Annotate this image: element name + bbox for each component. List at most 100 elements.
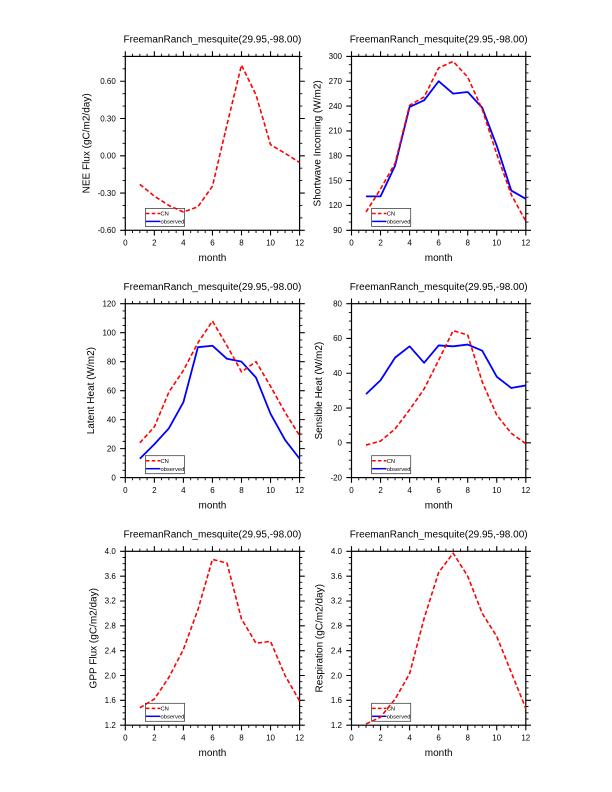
svg-text:150: 150	[329, 176, 343, 185]
svg-text:GPP Flux (gC/m2/day): GPP Flux (gC/m2/day)	[88, 588, 99, 688]
svg-text:8: 8	[465, 486, 470, 495]
svg-text:3.6: 3.6	[331, 572, 343, 581]
svg-text:40: 40	[333, 369, 342, 378]
svg-text:2: 2	[152, 239, 157, 248]
svg-text:CN: CN	[161, 707, 169, 713]
svg-text:2.4: 2.4	[105, 646, 117, 655]
svg-text:CN: CN	[387, 212, 395, 218]
svg-text:12: 12	[295, 734, 304, 743]
svg-text:0.00: 0.00	[100, 152, 116, 161]
svg-text:2: 2	[152, 486, 157, 495]
svg-text:1.2: 1.2	[331, 721, 343, 730]
svg-text:-0.30: -0.30	[98, 189, 117, 198]
svg-text:0.30: 0.30	[100, 114, 116, 123]
svg-text:0: 0	[123, 486, 128, 495]
svg-text:8: 8	[239, 486, 244, 495]
svg-text:2: 2	[152, 734, 157, 743]
svg-text:observed: observed	[161, 220, 185, 226]
svg-text:40: 40	[107, 415, 116, 424]
svg-text:month: month	[199, 500, 227, 511]
svg-text:4: 4	[407, 486, 412, 495]
svg-text:100: 100	[102, 328, 116, 337]
svg-text:4: 4	[407, 734, 412, 743]
svg-text:4: 4	[181, 239, 186, 248]
svg-text:6: 6	[210, 239, 215, 248]
svg-text:3.2: 3.2	[105, 597, 117, 606]
svg-text:12: 12	[521, 734, 530, 743]
svg-text:FreemanRanch_mesquite(29.95,-9: FreemanRanch_mesquite(29.95,-98.00)	[350, 282, 528, 293]
svg-text:0: 0	[123, 239, 128, 248]
svg-text:12: 12	[295, 486, 304, 495]
svg-text:2: 2	[378, 486, 383, 495]
svg-text:FreemanRanch_mesquite(29.95,-9: FreemanRanch_mesquite(29.95,-98.00)	[350, 35, 528, 46]
svg-text:4.0: 4.0	[105, 547, 117, 556]
svg-text:FreemanRanch_mesquite(29.95,-9: FreemanRanch_mesquite(29.95,-98.00)	[124, 282, 302, 293]
svg-text:210: 210	[329, 127, 343, 136]
svg-text:CN: CN	[161, 212, 169, 218]
svg-text:90: 90	[333, 226, 342, 235]
svg-text:2.8: 2.8	[105, 622, 117, 631]
svg-text:12: 12	[295, 239, 304, 248]
svg-text:observed: observed	[387, 467, 411, 473]
svg-text:FreemanRanch_mesquite(29.95,-9: FreemanRanch_mesquite(29.95,-98.00)	[350, 530, 528, 541]
svg-text:6: 6	[436, 486, 441, 495]
svg-text:observed: observed	[161, 715, 185, 721]
svg-text:2: 2	[378, 239, 383, 248]
svg-text:10: 10	[492, 239, 501, 248]
svg-text:120: 120	[329, 201, 343, 210]
svg-text:month: month	[425, 748, 453, 759]
svg-text:Latent Heat (W/m2): Latent Heat (W/m2)	[86, 347, 97, 434]
svg-text:4.0: 4.0	[331, 547, 343, 556]
svg-text:10: 10	[266, 239, 275, 248]
svg-text:240: 240	[329, 102, 343, 111]
svg-text:Respiration (gC/m2/day): Respiration (gC/m2/day)	[315, 584, 326, 692]
svg-text:10: 10	[266, 734, 275, 743]
svg-text:month: month	[425, 253, 453, 264]
svg-text:0: 0	[123, 734, 128, 743]
svg-text:20: 20	[333, 404, 342, 413]
svg-text:6: 6	[436, 734, 441, 743]
svg-text:0: 0	[349, 734, 354, 743]
svg-text:CN: CN	[387, 459, 395, 465]
svg-text:10: 10	[492, 734, 501, 743]
svg-text:20: 20	[107, 444, 116, 453]
svg-text:observed: observed	[161, 467, 185, 473]
svg-text:6: 6	[210, 734, 215, 743]
svg-text:10: 10	[492, 486, 501, 495]
svg-text:60: 60	[333, 334, 342, 343]
svg-text:FreemanRanch_mesquite(29.95,-9: FreemanRanch_mesquite(29.95,-98.00)	[124, 530, 302, 541]
svg-text:Sensible Heat (W/m2): Sensible Heat (W/m2)	[314, 342, 325, 440]
svg-text:80: 80	[333, 299, 342, 308]
svg-text:6: 6	[436, 239, 441, 248]
svg-text:NEE Flux (gC/m2/day): NEE Flux (gC/m2/day)	[81, 93, 92, 193]
svg-text:0: 0	[111, 473, 116, 482]
svg-text:2.0: 2.0	[331, 671, 343, 680]
svg-text:0: 0	[349, 486, 354, 495]
svg-text:observed: observed	[387, 220, 411, 226]
svg-text:2.0: 2.0	[105, 671, 117, 680]
svg-text:observed: observed	[387, 715, 411, 721]
svg-text:270: 270	[329, 77, 343, 86]
svg-text:8: 8	[465, 239, 470, 248]
svg-text:CN: CN	[161, 459, 169, 465]
svg-text:10: 10	[266, 486, 275, 495]
svg-text:80: 80	[107, 357, 116, 366]
svg-text:3.2: 3.2	[331, 597, 343, 606]
svg-text:4: 4	[181, 486, 186, 495]
svg-text:1.6: 1.6	[331, 696, 343, 705]
svg-text:Shortwave Incoming (W/m2): Shortwave Incoming (W/m2)	[312, 80, 323, 206]
svg-text:6: 6	[210, 486, 215, 495]
svg-text:0: 0	[338, 439, 343, 448]
svg-text:8: 8	[239, 734, 244, 743]
svg-text:8: 8	[239, 239, 244, 248]
svg-text:month: month	[425, 500, 453, 511]
svg-text:-0.60: -0.60	[98, 226, 117, 235]
svg-text:4: 4	[181, 734, 186, 743]
svg-text:0: 0	[349, 239, 354, 248]
svg-text:month: month	[199, 253, 227, 264]
svg-text:month: month	[199, 748, 227, 759]
svg-text:120: 120	[102, 299, 116, 308]
svg-text:3.6: 3.6	[105, 572, 117, 581]
svg-text:2.4: 2.4	[331, 646, 343, 655]
svg-text:0.60: 0.60	[100, 77, 116, 86]
